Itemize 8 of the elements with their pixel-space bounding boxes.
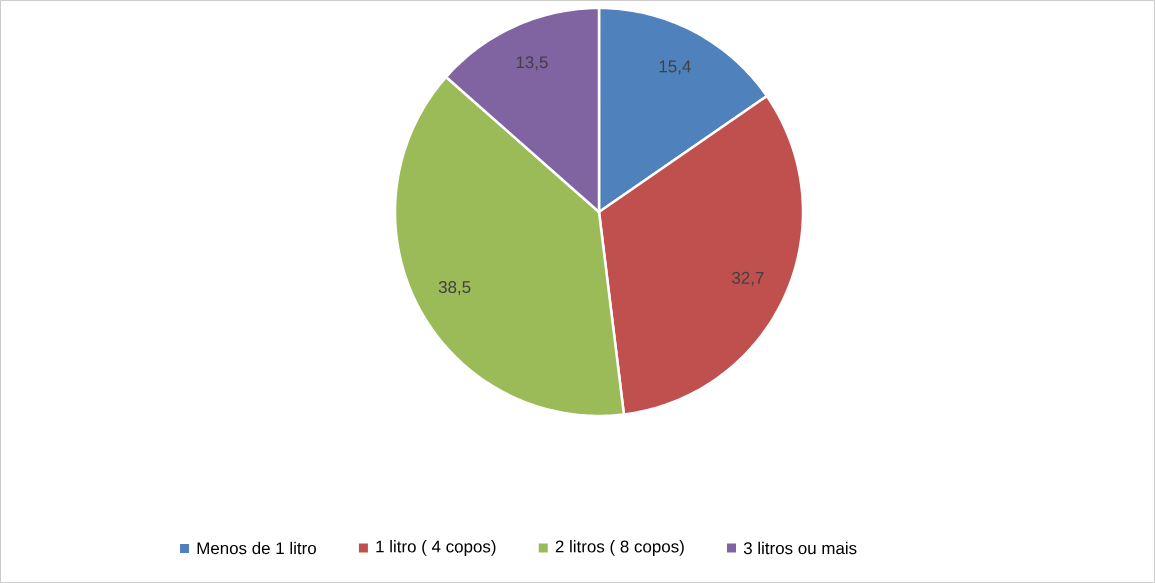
data-label: 32,7	[732, 271, 764, 286]
legend-label: 2 litros ( 8 copos)	[555, 540, 684, 556]
legend-label: 3 litros ou mais	[743, 541, 857, 555]
data-label: 13,5	[516, 56, 548, 71]
data-label: 15,4	[659, 60, 691, 75]
legend-label: Menos de 1 litro	[197, 541, 316, 555]
data-label: 38,5	[438, 281, 471, 296]
legend-label: 1 litro ( 4 copos)	[376, 540, 496, 556]
